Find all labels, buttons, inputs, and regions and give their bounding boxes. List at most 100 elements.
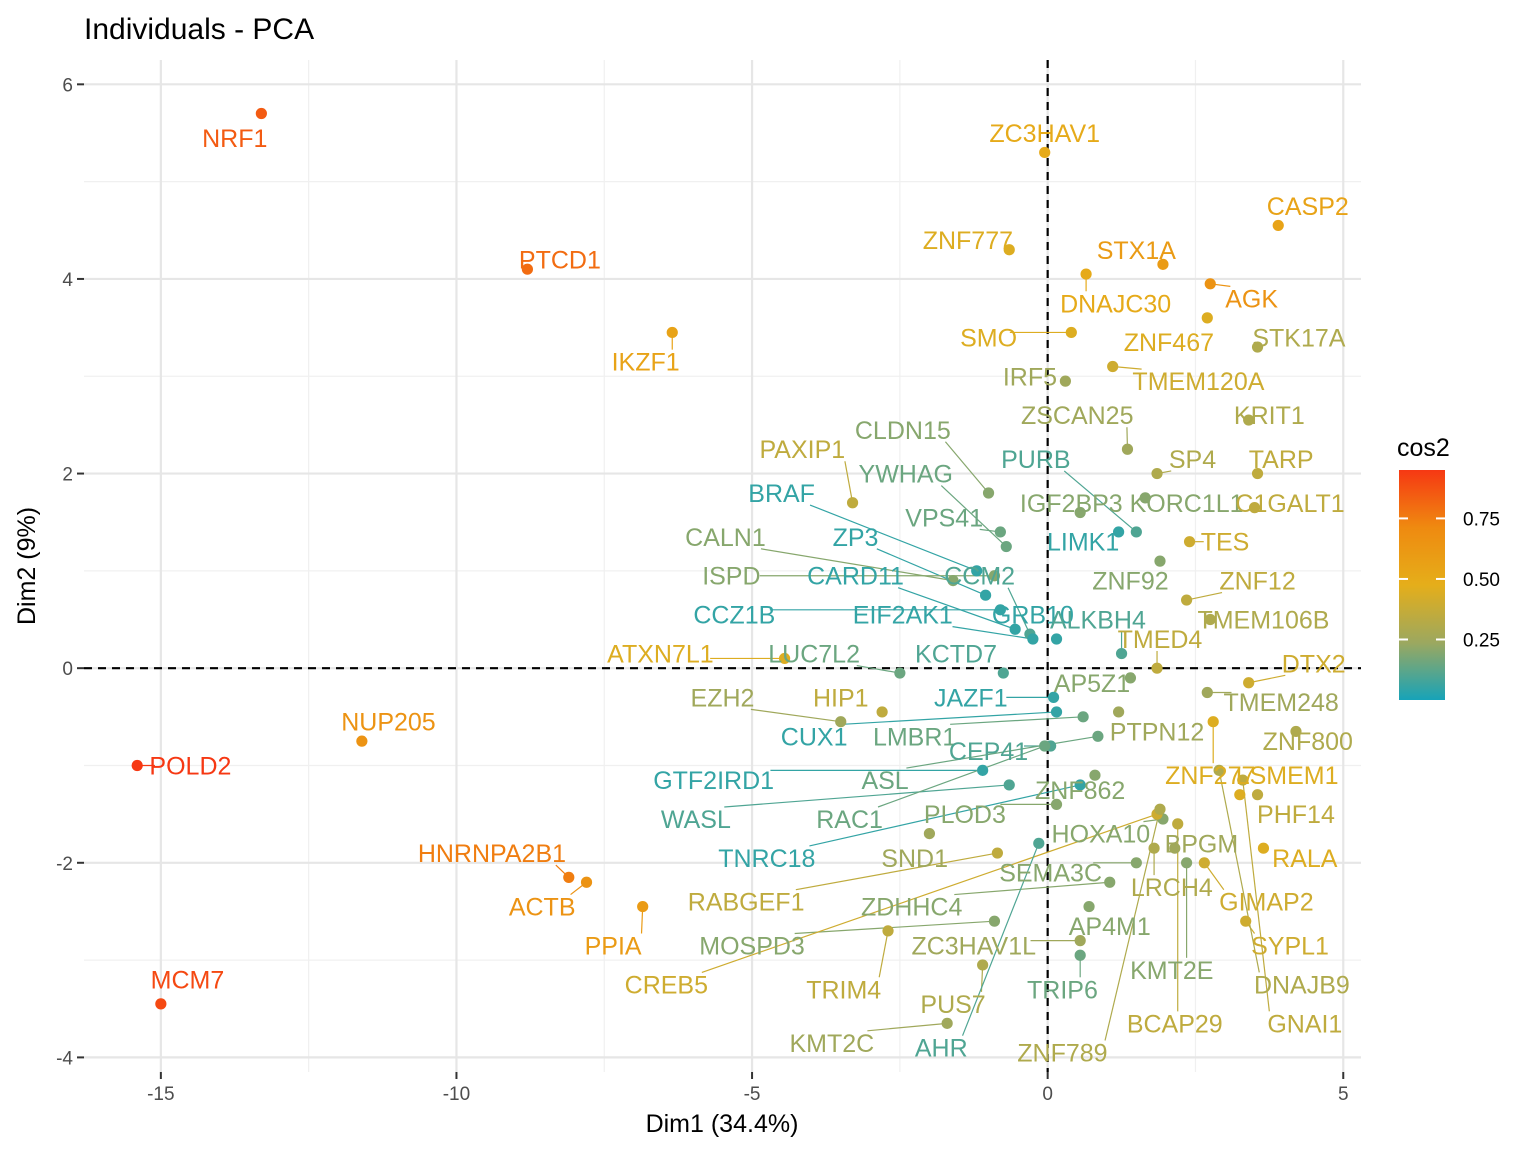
point-agk xyxy=(1204,278,1216,290)
label-nup205: NUP205 xyxy=(341,709,436,737)
label-smo: SMO xyxy=(960,324,1017,352)
connector-cldn15 xyxy=(944,441,990,494)
label-wasl: WASL xyxy=(661,806,731,834)
point-ppia xyxy=(637,900,649,913)
point-gimap2 xyxy=(1198,857,1210,869)
label-cep41: CEP41 xyxy=(949,738,1028,766)
label-atxn7l1: ATXN7L1 xyxy=(607,641,714,669)
point-irf5 xyxy=(1059,375,1071,387)
label-snd1: SND1 xyxy=(881,845,948,873)
point-rala xyxy=(1257,842,1270,854)
label-ywhag: YWHAG xyxy=(859,461,953,489)
legend-colorbar xyxy=(1399,470,1445,700)
label-bpgm: BPGM xyxy=(1165,830,1239,858)
point-jazf1 xyxy=(1047,691,1060,703)
point-tmed4 xyxy=(1151,662,1163,674)
point-stk17a xyxy=(1251,341,1264,353)
label-casp2: CASP2 xyxy=(1267,193,1349,221)
point-c1galt1 xyxy=(1248,502,1261,514)
label-ap5z1: AP5Z1 xyxy=(1054,670,1130,698)
point-ispd xyxy=(988,570,1001,582)
connector-zp3 xyxy=(876,548,986,596)
point-ap4m1 xyxy=(1083,900,1095,913)
plot-panel xyxy=(84,60,1361,1072)
label-bcap29: BCAP29 xyxy=(1127,1010,1223,1038)
point-wasl xyxy=(1003,779,1015,791)
label-jazf1: JAZF1 xyxy=(934,684,1008,712)
label-znf12: ZNF12 xyxy=(1219,568,1295,596)
label-gnai1: GNAI1 xyxy=(1267,1010,1342,1038)
label-alkbh4: ALKBH4 xyxy=(1050,607,1146,635)
label-tmem106b: TMEM106B xyxy=(1197,607,1329,635)
point-tmem248 xyxy=(1201,686,1213,699)
point-asl xyxy=(1092,730,1104,742)
point-znf277 xyxy=(1207,716,1219,728)
point-bcap29 xyxy=(1172,818,1184,830)
data-points xyxy=(131,107,1302,1029)
connector-wasl xyxy=(724,784,1010,808)
label-ispd: ISPD xyxy=(702,563,760,591)
chart-title: Individuals - PCA xyxy=(84,13,314,46)
label-eif2ak1: EIF2AK1 xyxy=(853,602,953,630)
y-tick-label: -4 xyxy=(56,1048,73,1069)
label-tmed4: TMED4 xyxy=(1118,626,1203,654)
point-nup205 xyxy=(356,735,368,747)
label-stk17a: STK17A xyxy=(1252,324,1345,352)
y-tick-label: 2 xyxy=(62,465,73,486)
point-caln1 xyxy=(947,574,959,587)
label-hnrnpa2b1: HNRNPA2B1 xyxy=(418,840,566,868)
point-pus7 xyxy=(977,959,989,971)
label-ap4m1: AP4M1 xyxy=(1069,913,1151,941)
point-dnajb9 xyxy=(1213,764,1225,776)
label-igf2bp3: IGF2BP3 xyxy=(1020,490,1123,518)
label-lmbr1: LMBR1 xyxy=(873,723,956,751)
label-lrch4: LRCH4 xyxy=(1131,874,1213,902)
label-rabgef1: RABGEF1 xyxy=(688,889,805,917)
point-limk1 xyxy=(1113,526,1125,538)
point-znf777 xyxy=(1003,244,1015,256)
label-zc3hav1: ZC3HAV1 xyxy=(989,120,1100,148)
legend: cos2 0.25 0.50 0.75 xyxy=(1397,434,1500,700)
y-tick-label: 0 xyxy=(62,659,73,680)
label-ahr: AHR xyxy=(915,1035,968,1063)
label-asl: ASL xyxy=(861,767,908,795)
point-znf92 xyxy=(1154,555,1166,567)
label-ccm2: CCM2 xyxy=(944,563,1015,591)
label-zscan25: ZSCAN25 xyxy=(1021,402,1134,430)
point-dnajc30 xyxy=(1080,268,1092,280)
point-pold2 xyxy=(131,759,143,772)
label-zc3hav1l: ZC3HAV1L xyxy=(911,933,1036,961)
label-dtx2: DTX2 xyxy=(1282,650,1346,678)
connector-rabgef1 xyxy=(795,852,998,891)
label-ppia: PPIA xyxy=(585,933,642,961)
connector-card11 xyxy=(897,587,1016,630)
connector-braf xyxy=(809,504,977,572)
label-ikzf1: IKZF1 xyxy=(612,349,680,377)
connector-lmbr1 xyxy=(950,716,1084,725)
label-cux1: CUX1 xyxy=(781,723,848,751)
point-rabgef1 xyxy=(991,847,1004,859)
y-axis-title: Dim2 (9%) xyxy=(13,507,41,625)
x-tick-label: -5 xyxy=(744,1084,761,1105)
connector-luc7l2 xyxy=(856,664,900,674)
label-braf: BRAF xyxy=(748,480,815,508)
label-vps41: VPS41 xyxy=(905,504,983,532)
label-luc7l2: LUC7L2 xyxy=(768,641,860,669)
label-kmt2e: KMT2E xyxy=(1130,957,1213,985)
point-znf12 xyxy=(1180,594,1193,606)
point-korc1l1 xyxy=(1139,492,1151,504)
label-ptpn12: PTPN12 xyxy=(1110,718,1204,746)
point-trim4 xyxy=(882,925,894,937)
label-tmem248: TMEM248 xyxy=(1224,689,1339,717)
label-sypl1: SYPL1 xyxy=(1251,933,1329,961)
label-znf777: ZNF777 xyxy=(923,227,1013,255)
label-caln1: CALN1 xyxy=(685,524,766,552)
legend-title: cos2 xyxy=(1397,434,1450,462)
point-zscan25 xyxy=(1121,443,1134,455)
connector-trim4 xyxy=(878,930,889,978)
label-pus7: PUS7 xyxy=(920,991,985,1019)
point-znf789 xyxy=(1154,803,1166,815)
label-gtf2ird1: GTF2IRD1 xyxy=(653,767,774,795)
connector-eif2ak1 xyxy=(952,626,1033,640)
point-tes xyxy=(1183,536,1196,548)
